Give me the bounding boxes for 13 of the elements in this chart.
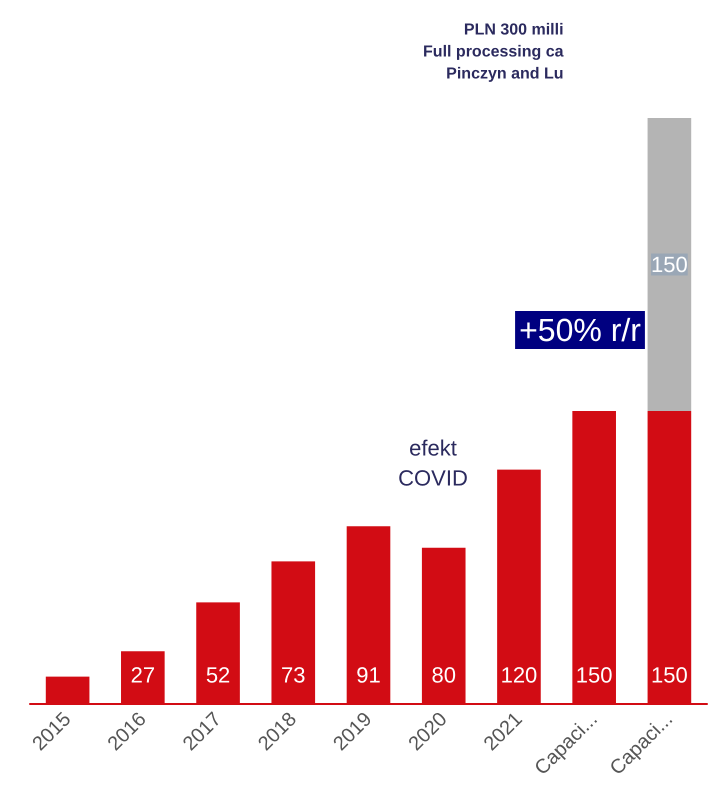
bar [648, 118, 692, 411]
data-label: 150 [576, 662, 613, 688]
data-label: 150 [651, 252, 688, 277]
annotation: +50% r/r [519, 312, 642, 348]
chart-title: PLN 300 milli Full processing ca Pinczyn and Lu [423, 22, 564, 82]
data-label: 120 [500, 662, 538, 688]
data-label: 91 [356, 662, 381, 688]
data-label: 52 [206, 662, 230, 688]
annotation: efekt COVID [398, 436, 468, 490]
data-label: 73 [281, 662, 306, 688]
data-label: 150 [651, 662, 688, 688]
data-label: 80 [431, 662, 456, 688]
data-label: 27 [130, 662, 156, 688]
